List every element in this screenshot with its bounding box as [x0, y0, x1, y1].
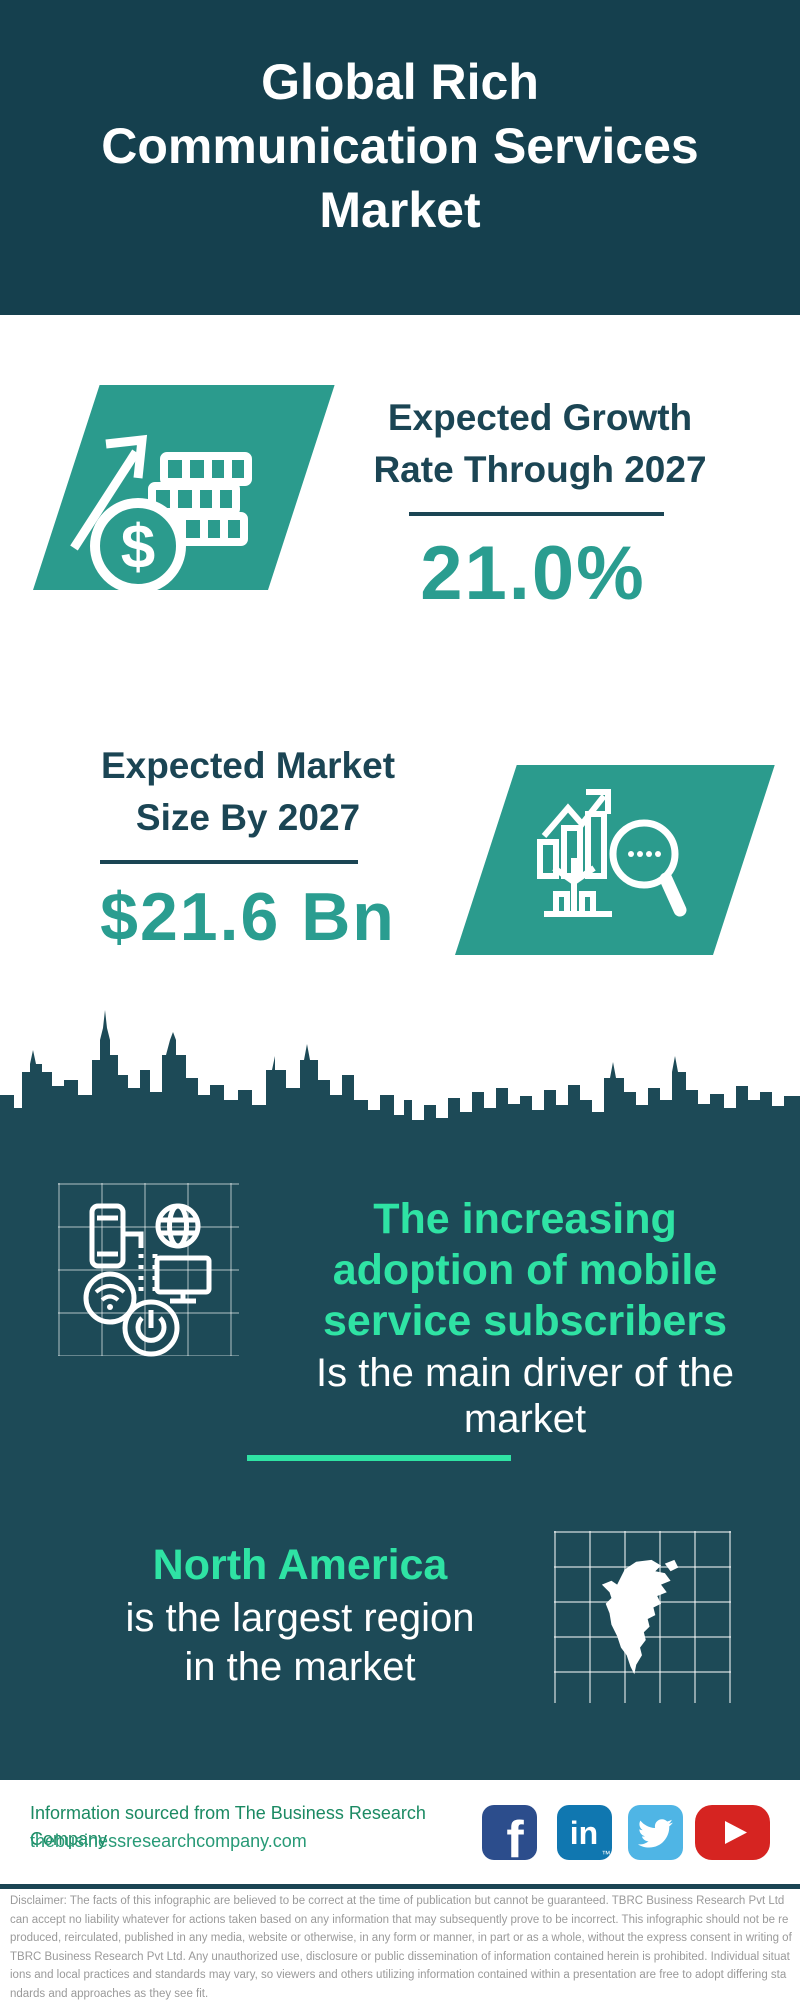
linkedin-icon[interactable]: in ™	[557, 1805, 612, 1860]
connected-devices-icon	[83, 1203, 212, 1357]
header-banner: Global Rich Communication Services Marke…	[0, 0, 800, 315]
region-subtext: is the largest region in the market	[125, 1596, 475, 1689]
facebook-icon[interactable]: f	[482, 1805, 537, 1860]
page-title-line: Communication Services	[101, 118, 699, 174]
footer-divider	[0, 1884, 800, 1889]
page-title: Global Rich Communication Services Marke…	[0, 50, 800, 242]
disclaimer-text: Disclaimer: The facts of this infographi…	[10, 1895, 792, 2000]
market-size-value: $21.6 Bn	[100, 879, 396, 955]
market-size-divider	[100, 860, 358, 864]
growth-divider	[409, 512, 664, 516]
svg-text:in: in	[570, 1815, 598, 1851]
section-divider-green	[247, 1455, 511, 1461]
twitter-icon[interactable]	[628, 1805, 683, 1860]
city-skyline-silhouette	[0, 1010, 800, 1156]
svg-text:f: f	[506, 1811, 524, 1860]
source-attribution: Information sourced from The Business Re…	[30, 1803, 426, 1849]
svg-text:™: ™	[602, 1849, 611, 1859]
youtube-icon[interactable]	[695, 1805, 770, 1860]
driver-highlight-text: The increasing adoption of mobile servic…	[323, 1195, 727, 1345]
growth-heading: Expected Growth Rate Through 2027	[373, 397, 707, 490]
market-size-heading: Expected Market Size By 2027	[100, 745, 396, 838]
region-highlight-text: North America	[152, 1541, 448, 1589]
driver-subtext: Is the main driver of the market	[316, 1351, 734, 1441]
money-growth-icon: $	[70, 434, 252, 593]
market-research-magnifier-icon	[537, 789, 687, 917]
growth-rate-value: 21.0%	[420, 531, 646, 616]
north-america-map-icon	[601, 1559, 679, 1675]
page-title-line: Global Rich	[261, 54, 539, 110]
website-link[interactable]: thebusinessresearchcompany.com	[30, 1831, 307, 1851]
page-title-line: Market	[319, 182, 481, 238]
dollar-sign-glyph: $	[121, 513, 155, 582]
